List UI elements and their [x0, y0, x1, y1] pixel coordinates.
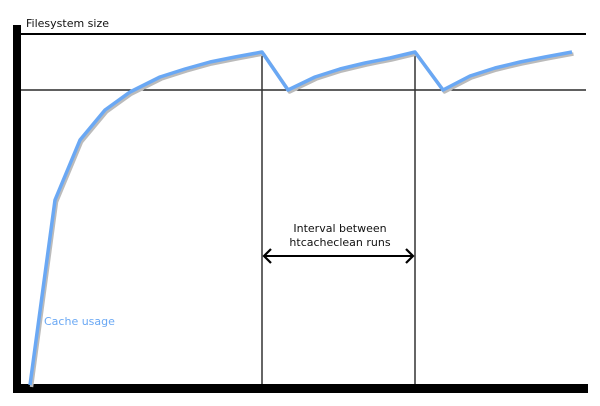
x-axis: [13, 384, 588, 393]
interval-label-line2: htcacheclean runs: [289, 236, 390, 249]
y-axis-label: Filesystem size: [26, 17, 109, 30]
y-axis: [13, 25, 21, 393]
cache-usage-label: Cache usage: [44, 315, 115, 328]
interval-arrow: [262, 248, 415, 264]
interval-label-line1: Interval between: [293, 222, 386, 235]
cache-usage-curve: [28, 50, 573, 386]
cache-usage-curve-shadow: [29, 52, 574, 388]
